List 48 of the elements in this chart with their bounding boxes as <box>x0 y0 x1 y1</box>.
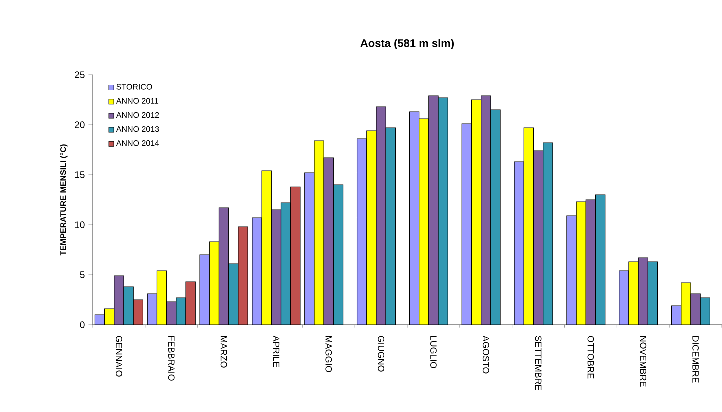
x-tick-label: APRILE <box>273 336 280 368</box>
bar <box>290 186 301 325</box>
bar <box>219 208 229 325</box>
chart-title: Aosta (581 m slm) <box>360 39 454 50</box>
legend-label: ANNO 2014 <box>116 140 160 146</box>
bar <box>304 173 314 325</box>
x-tick-label: DICEMBRE <box>692 336 699 383</box>
x-tick-label: FEBBRAIO <box>168 336 175 381</box>
y-axis-title: TEMPERATURE MENSILI (°C) <box>60 144 68 256</box>
bar <box>376 107 386 325</box>
x-tick-label: NOVEMBRE <box>640 336 647 387</box>
x-tick-label: MARZO <box>220 336 228 368</box>
bar <box>148 294 158 325</box>
bar <box>200 255 210 325</box>
x-tick-label: OTTOBRE <box>588 336 594 379</box>
bar <box>586 200 596 325</box>
bar <box>166 302 176 325</box>
bar <box>690 294 701 325</box>
x-tick-label: MAGGIO <box>326 336 332 372</box>
bar <box>410 112 420 325</box>
bar <box>619 271 629 325</box>
legend-label: ANNO 2011 <box>116 98 159 104</box>
x-tick-label: LUGLIO <box>430 336 437 368</box>
bar <box>481 96 491 325</box>
bar <box>114 276 124 325</box>
bar <box>272 210 282 325</box>
legend-label: STORICO <box>116 84 152 90</box>
y-tick-label: 20 <box>75 122 85 128</box>
legend-label: ANNO 2013 <box>116 126 160 132</box>
bar <box>186 282 196 325</box>
x-tick-label: AGOSTO <box>482 336 490 374</box>
legend-label: ANNO 2012 <box>116 112 160 118</box>
x-tick-label: SETTEMBRE <box>535 336 542 390</box>
bar <box>428 96 439 325</box>
y-tick-label: 10 <box>75 222 85 228</box>
y-tick-label: 25 <box>75 72 85 78</box>
bar <box>534 151 544 325</box>
bar <box>324 158 334 325</box>
y-tick-label: 15 <box>75 172 85 178</box>
x-tick-label: GIUGNO <box>378 336 384 372</box>
bar <box>357 138 367 325</box>
bar <box>638 258 648 325</box>
bar <box>134 300 144 325</box>
y-tick-label: 5 <box>80 272 85 278</box>
bar <box>462 124 472 325</box>
bar <box>514 162 524 325</box>
x-tick-label: GENNAIO <box>116 336 122 377</box>
y-tick-label: 0 <box>80 322 85 328</box>
